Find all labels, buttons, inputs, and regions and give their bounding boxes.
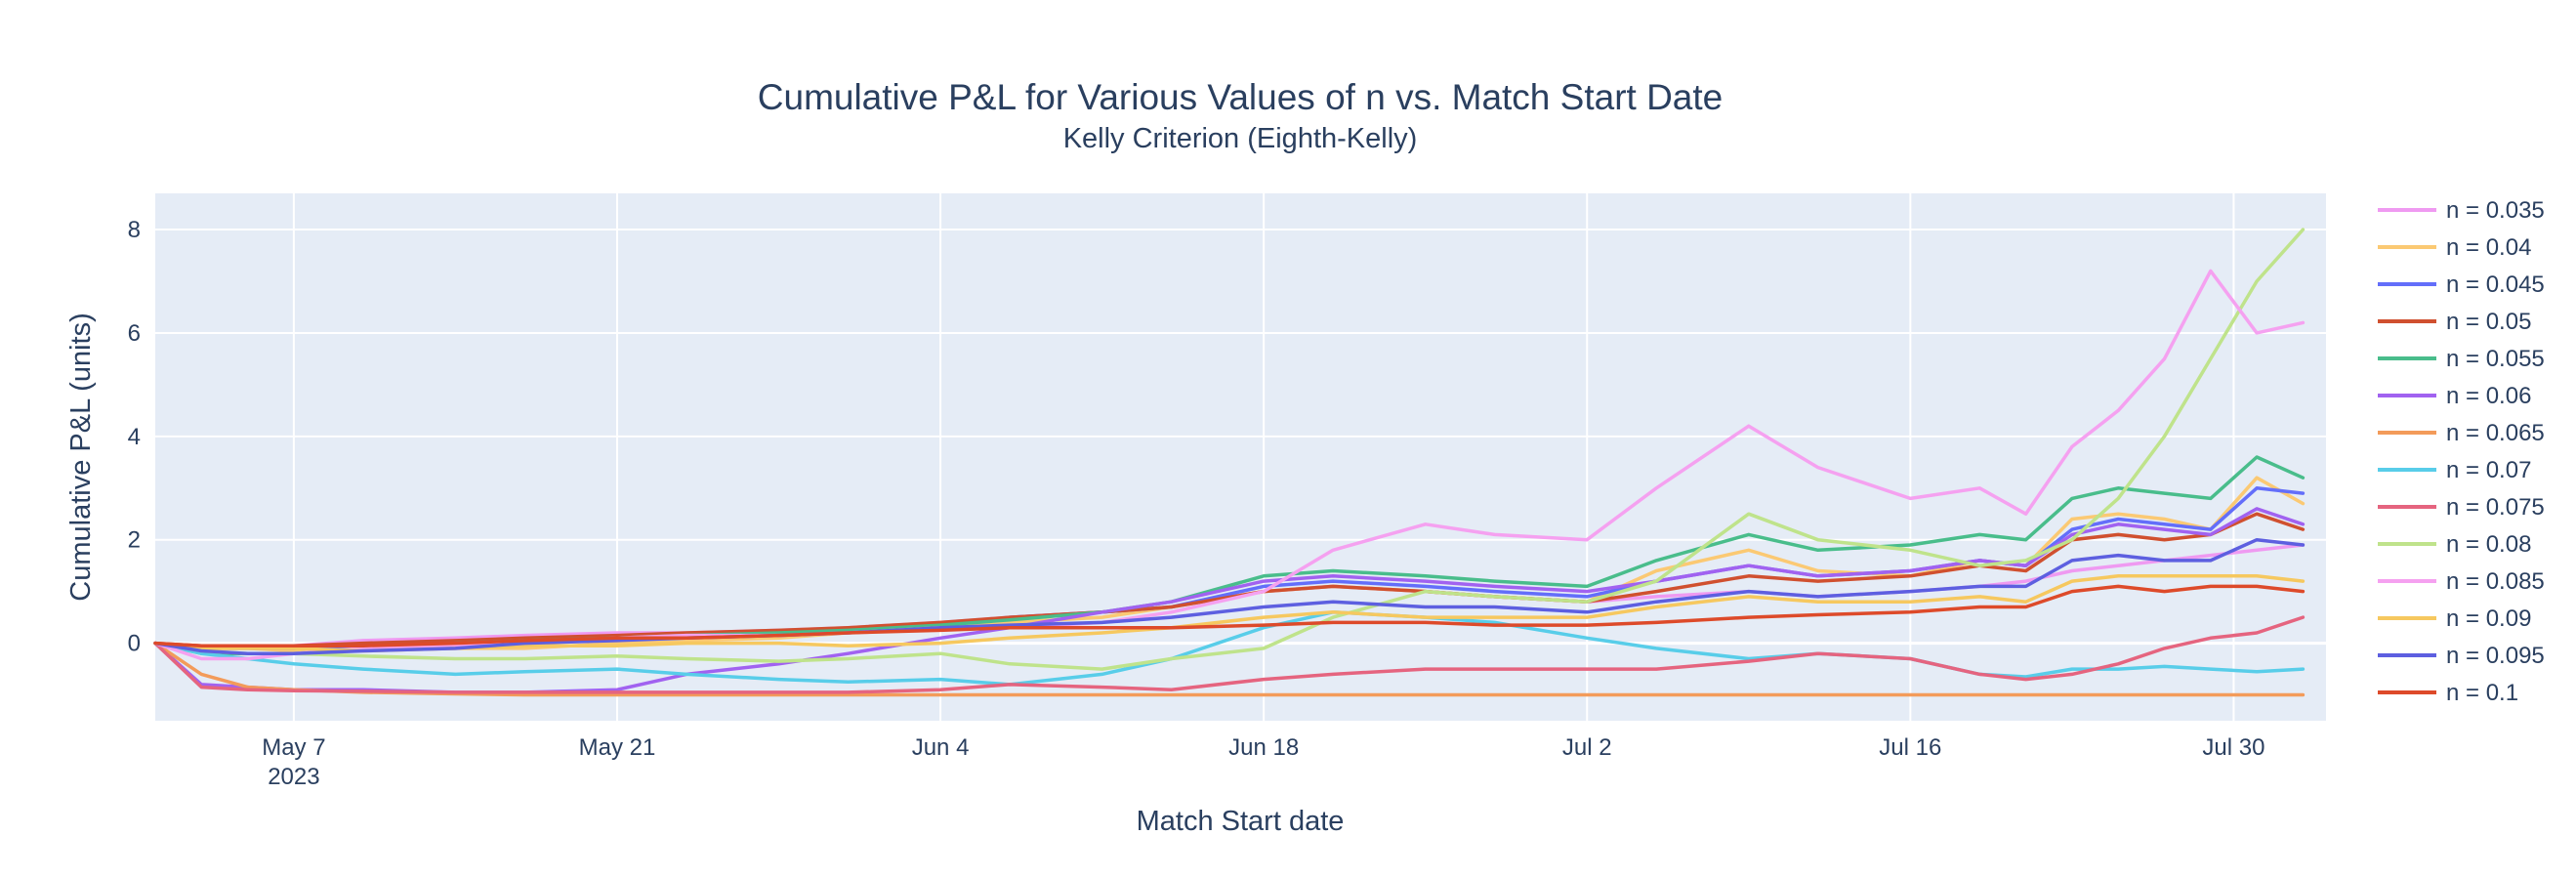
x-axis-title: Match Start date xyxy=(1137,806,1345,837)
legend-label: n = 0.09 xyxy=(2446,606,2531,632)
legend-label: n = 0.08 xyxy=(2446,531,2531,558)
legend-item[interactable]: n = 0.09 xyxy=(2378,606,2531,632)
legend-item[interactable]: n = 0.06 xyxy=(2378,383,2531,409)
plot-area xyxy=(155,193,2326,721)
x-axis-ticks: May 7 2023 May 21 Jun 4 Jun 18 Jul 2 Jul 16 Jul… xyxy=(262,734,2264,790)
legend-label: n = 0.085 xyxy=(2446,568,2545,595)
legend-item[interactable]: n = 0.085 xyxy=(2378,568,2545,595)
x-tick-label: Jul 16 xyxy=(1879,734,1941,761)
legend-item[interactable]: n = 0.095 xyxy=(2378,643,2545,669)
x-tick-label: May 7 xyxy=(262,734,325,761)
legend-label: n = 0.1 xyxy=(2446,680,2518,706)
legend-item[interactable]: n = 0.045 xyxy=(2378,271,2545,298)
legend-item[interactable]: n = 0.05 xyxy=(2378,309,2531,335)
legend-label: n = 0.07 xyxy=(2446,457,2531,483)
series-line-10 xyxy=(153,269,2306,661)
legend-item[interactable]: n = 0.04 xyxy=(2378,234,2531,261)
y-axis-ticks: 0 2 4 6 8 xyxy=(128,217,141,657)
series-line-12 xyxy=(153,537,2306,655)
chart-subtitle: Kelly Criterion (Eighth-Kelly) xyxy=(1063,123,1418,154)
legend-item[interactable]: n = 0.1 xyxy=(2378,680,2518,706)
x-tick-year-label: 2023 xyxy=(268,764,319,790)
legend-item[interactable]: n = 0.035 xyxy=(2378,197,2545,224)
legend-label: n = 0.06 xyxy=(2446,383,2531,409)
legend-item[interactable]: n = 0.07 xyxy=(2378,457,2531,483)
series-line-6 xyxy=(153,641,2306,697)
legend-label: n = 0.045 xyxy=(2446,271,2545,298)
x-tick-label: Jun 4 xyxy=(912,734,970,761)
legend-label: n = 0.075 xyxy=(2446,494,2545,521)
series-line-13 xyxy=(153,584,2306,647)
legend-item[interactable]: n = 0.08 xyxy=(2378,531,2531,558)
y-tick-label: 8 xyxy=(128,217,141,243)
y-axis-title: Cumulative P&L (units) xyxy=(65,313,97,601)
legend-label: n = 0.035 xyxy=(2446,197,2545,224)
y-tick-label: 2 xyxy=(128,527,141,554)
legend: n = 0.035 n = 0.04 n = 0.045 n = 0.05 n = 0.… xyxy=(2378,197,2545,706)
legend-label: n = 0.04 xyxy=(2446,234,2531,261)
legend-item[interactable]: n = 0.055 xyxy=(2378,346,2545,372)
legend-label: n = 0.055 xyxy=(2446,346,2545,372)
y-tick-label: 0 xyxy=(128,631,141,657)
chart-title: Cumulative P&L for Various Values of n v… xyxy=(758,77,1723,117)
series-line-9 xyxy=(153,228,2306,671)
legend-item[interactable]: n = 0.075 xyxy=(2378,494,2545,521)
series-line-8 xyxy=(153,615,2306,694)
series-lines xyxy=(153,228,2306,697)
y-tick-label: 6 xyxy=(128,320,141,347)
x-tick-label: Jul 30 xyxy=(2202,734,2264,761)
x-tick-label: May 21 xyxy=(579,734,656,761)
legend-item[interactable]: n = 0.065 xyxy=(2378,420,2545,446)
legend-label: n = 0.065 xyxy=(2446,420,2545,446)
y-tick-label: 4 xyxy=(128,424,141,450)
legend-label: n = 0.05 xyxy=(2446,309,2531,335)
x-tick-label: Jul 2 xyxy=(1562,734,1612,761)
x-tick-label: Jun 18 xyxy=(1228,734,1299,761)
series-line-7 xyxy=(153,610,2306,687)
legend-label: n = 0.095 xyxy=(2446,643,2545,669)
